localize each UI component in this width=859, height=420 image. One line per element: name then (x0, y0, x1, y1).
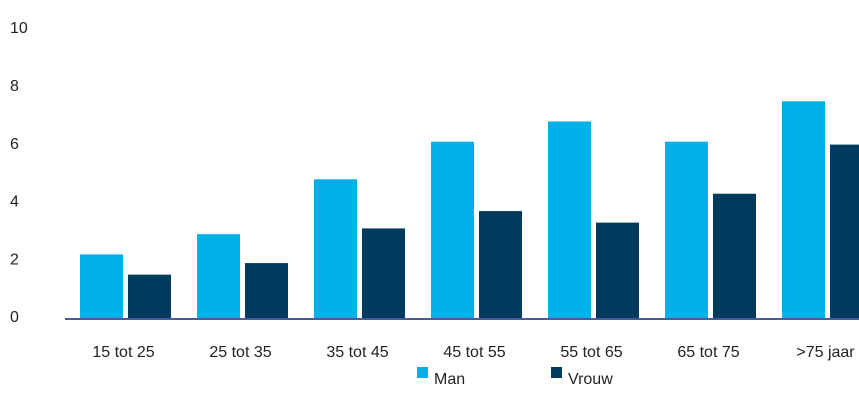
x-tick-label: 35 tot 45 (326, 344, 388, 361)
bar (245, 263, 288, 318)
bar (80, 254, 123, 318)
y-tick-label: 6 (10, 136, 19, 153)
legend-swatch (551, 367, 562, 378)
bar (314, 179, 357, 318)
y-tick-label: 0 (10, 309, 19, 326)
legend-label: Man (434, 371, 465, 388)
x-tick-label: 45 tot 55 (443, 344, 505, 361)
bar (362, 228, 405, 318)
bar (782, 101, 825, 318)
y-tick-label: 10 (10, 20, 28, 37)
legend-swatch (417, 367, 428, 378)
bar (431, 141, 474, 318)
bar (548, 121, 591, 318)
x-tick-label: 15 tot 25 (92, 344, 154, 361)
bar (713, 193, 756, 318)
x-tick-label: 65 tot 75 (677, 344, 739, 361)
y-tick-label: 2 (10, 251, 19, 268)
bar (596, 222, 639, 318)
x-tick-label: 55 tot 65 (560, 344, 622, 361)
x-tick-label: 25 tot 35 (209, 344, 271, 361)
bar (665, 141, 708, 318)
bar (128, 274, 171, 318)
x-tick-label: >75 jaar (796, 344, 855, 361)
bar (197, 234, 240, 318)
y-tick-label: 8 (10, 78, 19, 95)
y-tick-label: 4 (10, 194, 19, 211)
bar (479, 211, 522, 318)
bar (830, 144, 859, 318)
legend-label: Vrouw (568, 371, 613, 388)
